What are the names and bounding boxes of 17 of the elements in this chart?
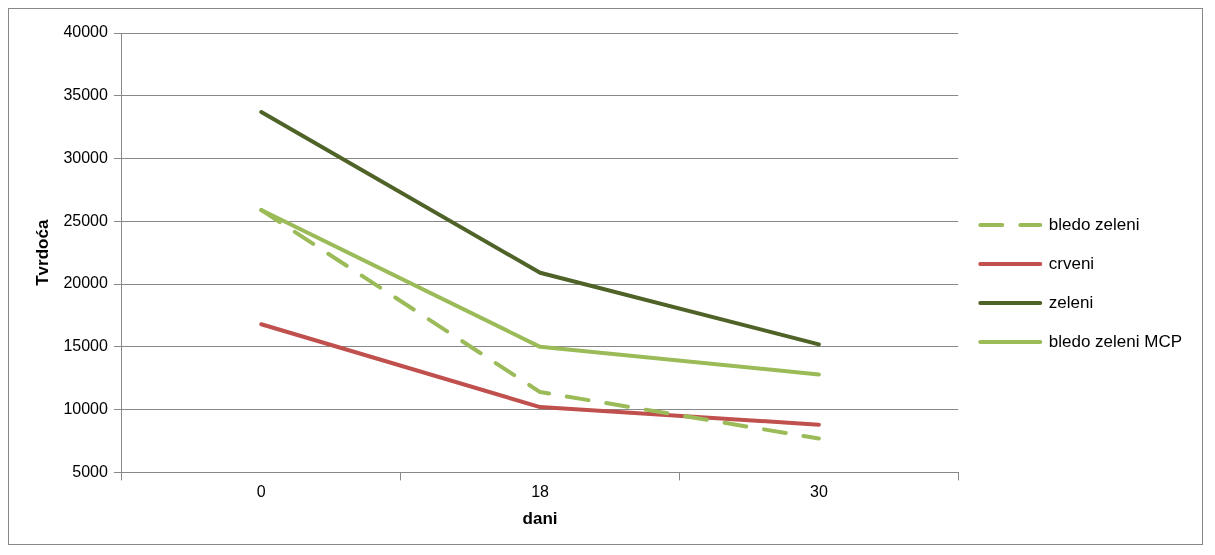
legend-label: bledo zeleni MCP [1048, 331, 1183, 351]
legend-label: bledo zeleni [1048, 214, 1140, 234]
x-tick-label: 0 [256, 483, 266, 501]
legend-label: zeleni [1048, 292, 1094, 312]
x-tick-label: 30 [809, 483, 828, 501]
y-tick-label: 20000 [63, 274, 108, 292]
y-tick-label: 40000 [63, 23, 108, 41]
y-axis-title: Tvrdoća [32, 219, 52, 286]
y-tick-label: 5000 [72, 462, 108, 480]
y-tick-label: 25000 [63, 211, 108, 229]
x-axis-title: dani [522, 509, 558, 529]
y-tick-label: 30000 [63, 148, 108, 166]
y-tick-label: 10000 [63, 400, 108, 418]
legend-label: crveni [1048, 253, 1095, 273]
x-tick-label: 18 [531, 483, 550, 501]
y-tick-label: 35000 [63, 86, 108, 104]
y-tick-label: 15000 [63, 337, 108, 355]
